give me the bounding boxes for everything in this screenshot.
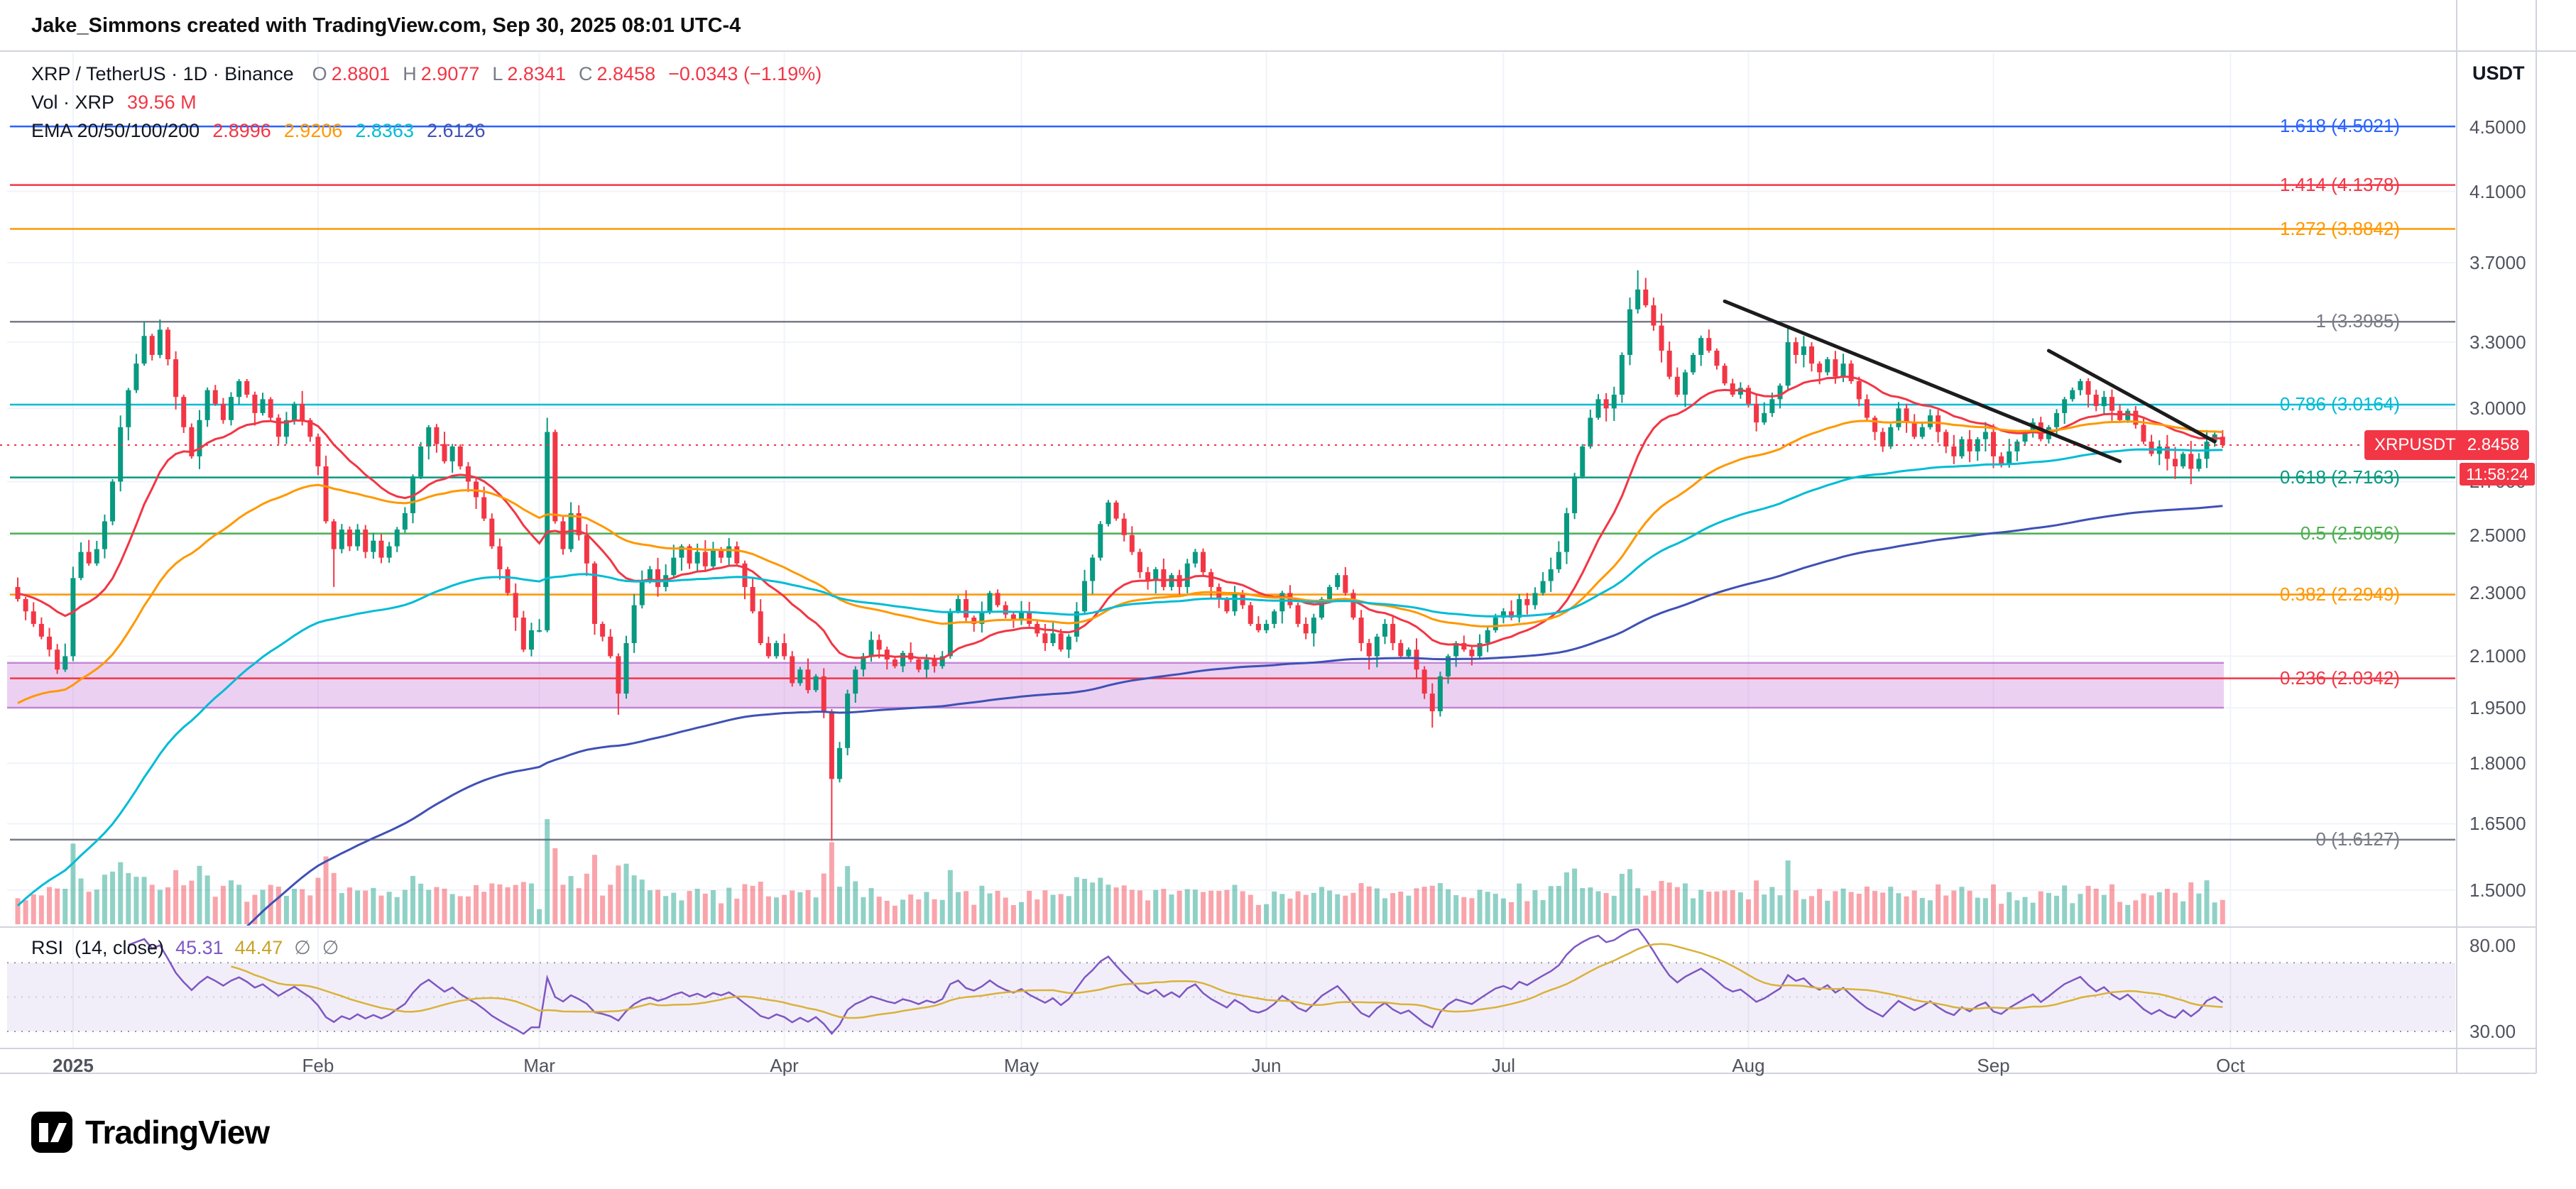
rsi-title: RSI <box>31 937 64 958</box>
ema-legend-row[interactable]: EMA 20/50/100/200 2.8996 2.9206 2.8363 2… <box>31 116 822 145</box>
rsi-lines <box>128 928 2224 1036</box>
price-axis-currency: USDT <box>2472 62 2525 84</box>
rsi-value: 45.31 <box>175 937 224 958</box>
candles-layer <box>15 270 2225 841</box>
symbol-legend-row[interactable]: XRP / TetherUS · 1D · Binance O 2.8801 H… <box>31 60 822 88</box>
ema20-value: 2.8996 <box>212 120 271 141</box>
open-value: 2.8801 <box>331 63 391 84</box>
ema200-value: 2.6126 <box>426 120 486 141</box>
badge-symbol: XRPUSDT <box>2374 435 2456 454</box>
tradingview-logo-icon <box>31 1112 72 1153</box>
candle-countdown: 11:58:24 <box>2460 463 2535 486</box>
attribution: Jake_Simmons created with TradingView.co… <box>31 14 741 37</box>
trendlines[interactable] <box>1723 299 2217 464</box>
volume-label: Vol · XRP <box>31 92 115 113</box>
rsi-legend-row[interactable]: RSI (14, close) 45.31 44.47 ∅ ∅ <box>31 937 339 959</box>
volume-layer <box>15 819 2225 924</box>
tradingview-logo[interactable]: TradingView <box>31 1112 270 1153</box>
volume-legend-row[interactable]: Vol · XRP 39.56 M <box>31 88 822 116</box>
tradingview-logo-text: TradingView <box>85 1114 270 1151</box>
high-label: H <box>403 63 417 84</box>
low-value: 2.8341 <box>507 63 566 84</box>
ema50-value: 2.9206 <box>283 120 343 141</box>
close-label: C <box>579 63 593 84</box>
rsi-empty-icon: ∅ <box>322 937 339 958</box>
open-label: O <box>312 63 327 84</box>
chart-legend: XRP / TetherUS · 1D · Binance O 2.8801 H… <box>31 60 822 145</box>
rsi-params: (14, close) <box>75 937 165 958</box>
volume-value: 39.56 M <box>127 92 197 113</box>
change-value: −0.0343 (−1.19%) <box>668 63 822 84</box>
current-price-badge[interactable]: XRPUSDT 2.8458 <box>2364 430 2530 460</box>
ema100-value: 2.8363 <box>355 120 414 141</box>
highlight-zone[interactable] <box>7 662 2224 709</box>
ema-label: EMA 20/50/100/200 <box>31 120 200 141</box>
ema-layer <box>16 375 2223 926</box>
symbol-title[interactable]: XRP / TetherUS · 1D · Binance <box>31 63 294 84</box>
high-value: 2.9077 <box>420 63 480 84</box>
rsi-ma-value: 44.47 <box>234 937 283 958</box>
low-label: L <box>492 63 503 84</box>
close-value: 2.8458 <box>596 63 656 84</box>
badge-price: 2.8458 <box>2467 435 2520 454</box>
rsi-empty-icon: ∅ <box>294 937 311 958</box>
